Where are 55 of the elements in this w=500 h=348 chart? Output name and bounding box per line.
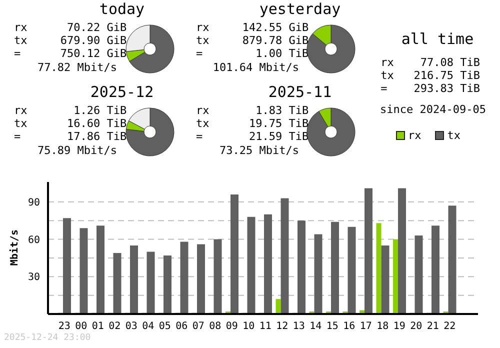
x-tick-label: 03 [125, 321, 138, 332]
y-tick-label: 90 [28, 197, 40, 208]
text: 75.89 Mbit/s [36, 144, 117, 157]
x-tick-label: 09 [226, 321, 238, 332]
text: 77.82 Mbit/s [36, 61, 117, 74]
y-axis-title: Mbit/s [10, 228, 20, 268]
x-tick-label: 22 [444, 321, 456, 332]
chart-title: 2025-11 [267, 83, 333, 101]
legend-label: rx [407, 129, 422, 142]
x-tick-label: 10 [242, 321, 255, 332]
text: rx 1.83 TiB [196, 104, 309, 117]
x-tick-label: 19 [393, 321, 406, 332]
text: rx 1.26 TiB [14, 104, 127, 117]
x-tick-label: 16 [343, 321, 356, 332]
x-tick-label: 12 [276, 321, 288, 332]
text: rx 70.22 GiB [14, 21, 127, 34]
text: = 17.86 TiB [14, 130, 127, 143]
y-tick-label: 60 [28, 234, 40, 246]
text: = 1.00 TiB [196, 47, 309, 60]
text: rx 77.08 TiB [380, 56, 480, 69]
x-tick-label: 00 [75, 321, 88, 332]
text: tx 879.78 GiB [196, 34, 309, 47]
x-tick-label: 13 [292, 321, 305, 332]
text: tx 19.75 TiB [196, 117, 309, 130]
legend-label: tx [446, 129, 460, 142]
text: tx 216.75 TiB [380, 69, 480, 82]
text: = 750.12 GiB [14, 47, 127, 60]
x-tick-label: 14 [310, 321, 322, 332]
chart-title: 2025-12 [89, 83, 155, 101]
text: rx 142.55 GiB [196, 21, 309, 34]
x-tick-label: 15 [326, 321, 338, 332]
x-tick-label: 08 [209, 321, 222, 332]
x-tick-label: 05 [158, 321, 171, 332]
text: 73.25 Mbit/s [218, 144, 299, 157]
x-tick-label: 17 [360, 321, 372, 332]
text: tx 679.90 GiB [14, 34, 127, 47]
x-tick-label: 06 [176, 321, 188, 332]
x-tick-label: 21 [426, 321, 439, 332]
text: since 2024-09-05 [380, 103, 486, 116]
text: 101.64 Mbit/s [212, 61, 299, 74]
x-tick-label: 02 [108, 321, 121, 332]
y-tick-label: 30 [28, 272, 40, 284]
x-tick-label: 01 [92, 321, 104, 332]
text: = 293.83 TiB [380, 82, 480, 95]
text: tx 16.60 TiB [14, 117, 127, 130]
x-tick-label: 04 [142, 321, 154, 332]
chart-title: yesterday [258, 0, 342, 18]
x-tick-label: 23 [58, 321, 70, 332]
x-tick-label: 11 [259, 321, 272, 332]
text: = 21.59 TiB [196, 130, 309, 143]
text: all time [400, 30, 475, 48]
x-tick-label: 07 [192, 321, 204, 332]
x-tick-label: 18 [376, 321, 389, 332]
chart-title: today [98, 0, 146, 18]
x-tick-label: 20 [410, 321, 422, 332]
